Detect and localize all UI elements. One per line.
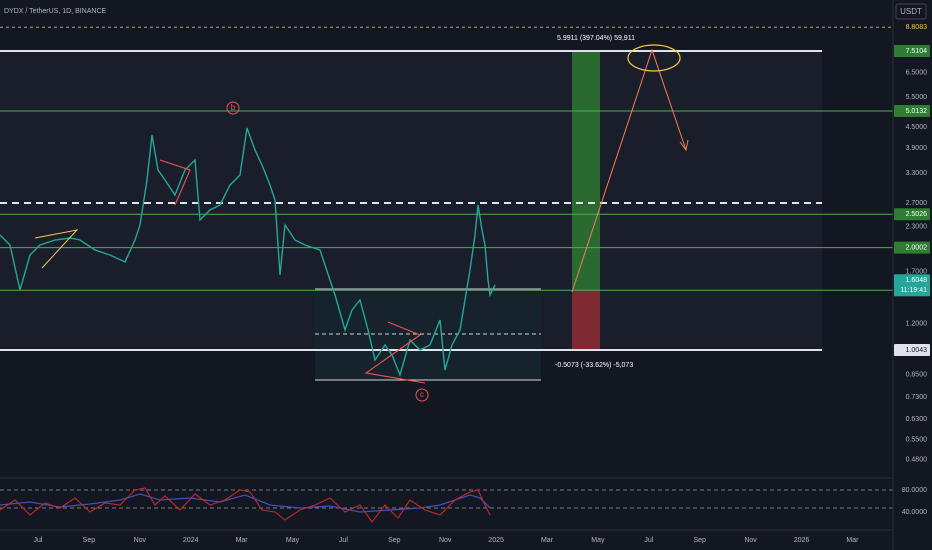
time-tick-label: 2025 bbox=[488, 537, 504, 544]
stop-label: -0.5073 (-33.62%) -5,073 bbox=[555, 362, 633, 369]
price-path bbox=[0, 127, 496, 378]
time-tick-label: 2024 bbox=[183, 537, 199, 544]
time-tick-label: Sep bbox=[693, 537, 706, 544]
price-tag bbox=[894, 241, 930, 254]
time-tick-label: Mar bbox=[236, 537, 249, 544]
currency-button[interactable] bbox=[895, 3, 927, 20]
drawing-wedge bbox=[34, 229, 79, 269]
time-tick-label: Jul bbox=[644, 537, 653, 544]
wave-marker bbox=[415, 388, 429, 402]
long-profit-zone bbox=[572, 51, 600, 290]
price-tag-label: 2.5026 bbox=[906, 211, 928, 218]
price-tick-label: 0.4800 bbox=[906, 457, 928, 464]
time-tick-label: Sep bbox=[388, 537, 401, 544]
price-tag-label: 8.8083 bbox=[906, 24, 928, 31]
price-tag-label: 2.0002 bbox=[906, 244, 928, 251]
price-tick-label: 2.7000 bbox=[906, 200, 928, 207]
price-tag bbox=[894, 343, 930, 356]
time-tick-label: Mar bbox=[846, 537, 859, 544]
rsi-line bbox=[0, 487, 491, 523]
currency-label[interactable]: USDT bbox=[900, 7, 922, 16]
current-price-label: 1.6048 bbox=[906, 277, 928, 284]
price-tick-label: 4.5000 bbox=[906, 124, 928, 131]
price-tag bbox=[894, 208, 930, 221]
price-tick-label: 0.8500 bbox=[906, 372, 928, 379]
rsi-ma bbox=[0, 493, 491, 513]
symbol-title: DYDX / TetherUS, 1D, BINANCE bbox=[4, 8, 107, 15]
price-tag bbox=[894, 21, 930, 34]
time-tick-label: Sep bbox=[83, 537, 96, 544]
price-tag-label: 5.0132 bbox=[906, 108, 928, 115]
price-tick-label: 3.3000 bbox=[906, 170, 928, 177]
time-tick-label: May bbox=[591, 537, 605, 544]
price-tick-label: 3.9000 bbox=[906, 145, 928, 152]
time-tick-label: 2026 bbox=[794, 537, 810, 544]
price-tick-label: 1.7000 bbox=[906, 269, 928, 276]
time-tick-label: Nov bbox=[134, 537, 147, 544]
drawing-wedge bbox=[159, 159, 191, 206]
price-tick-label: 6.5000 bbox=[906, 69, 928, 76]
price-tick-label: 2.3000 bbox=[906, 224, 928, 231]
time-tick-label: Jul bbox=[34, 537, 43, 544]
long-loss-zone bbox=[572, 290, 600, 350]
time-tick-label: Mar bbox=[541, 537, 554, 544]
target-ellipse bbox=[627, 44, 681, 72]
price-tick-label: 5.5000 bbox=[906, 94, 928, 101]
time-tick-label: Nov bbox=[744, 537, 757, 544]
price-tick-label: 0.7300 bbox=[906, 394, 928, 401]
price-tick-label: 1.2000 bbox=[906, 320, 928, 327]
countdown-label: 11:19:41 bbox=[900, 287, 927, 294]
price-tick-label: 0.6300 bbox=[906, 416, 928, 423]
levels bbox=[0, 26, 893, 351]
current-price-tag bbox=[894, 274, 930, 297]
price-tag bbox=[894, 105, 930, 118]
time-tick-label: Jul bbox=[339, 537, 348, 544]
rsi-tick-label: 40.0000 bbox=[902, 509, 927, 516]
projection-arrow bbox=[571, 48, 687, 293]
wave-marker bbox=[226, 101, 240, 115]
drawing-wedge bbox=[364, 321, 426, 384]
target-label: 5.9911 (397.04%) 59,911 bbox=[557, 35, 635, 42]
wave-label: b bbox=[231, 103, 236, 112]
rsi-tick-label: 80.0000 bbox=[902, 487, 927, 494]
price-tag-label: 7.5104 bbox=[906, 48, 928, 55]
time-tick-label: Nov bbox=[439, 537, 452, 544]
price-tag bbox=[894, 44, 930, 57]
arrow-head bbox=[679, 139, 689, 152]
price-tick-label: 0.5500 bbox=[906, 436, 928, 443]
wave-label: c bbox=[420, 390, 424, 399]
price-tag-label: 1.0043 bbox=[906, 347, 928, 354]
time-tick-label: May bbox=[286, 537, 300, 544]
